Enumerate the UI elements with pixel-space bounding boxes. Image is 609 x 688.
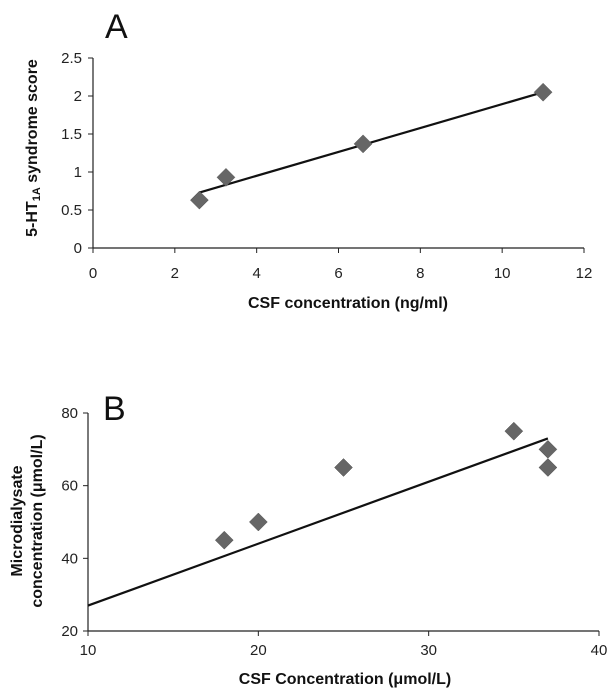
panel-b-data-point [538, 439, 558, 459]
panel-b-data-point [504, 421, 524, 441]
panel-b-y-tick-label: 40 [61, 550, 78, 567]
panel-b-y-axis-label-line-1: Microdialysate [9, 465, 26, 576]
panel-a-y-axis-label: 5-HT1A syndrome score [24, 59, 43, 237]
panel-b-data-point [334, 458, 353, 477]
panel-a-y-tick-label: 2 [74, 88, 82, 105]
panel-a-data-point [353, 134, 373, 154]
panel-a-y-tick-label: 1.5 [61, 126, 82, 143]
panel-b-data-point [248, 512, 268, 532]
panel-b-x-tick-label: 20 [250, 642, 267, 659]
panel-a-x-tick-label: 8 [416, 265, 424, 282]
panel-a-y-axis-label-prefix: 5-HT [24, 201, 41, 237]
panel-a-plot: 0 0.5 1 1.5 2 2.5 0 2 4 6 8 10 12 [61, 50, 592, 282]
panel-b-x-axis-label: CSF Concentration (μmol/L) [239, 671, 451, 688]
panel-a-y-axis-label-subscript: 1A [31, 187, 43, 201]
panel-a-trendline [199, 91, 544, 194]
panel-a-y-axis-label-suffix: syndrome score [24, 59, 41, 187]
panel-b-y-axis-label-line-2: concentration (μmol/L) [29, 434, 46, 607]
panel-b-y-tick-label: 20 [61, 623, 78, 640]
panel-a-letter: A [105, 8, 128, 46]
panel-a-y-tick-label: 0.5 [61, 202, 82, 219]
panel-b-x-tick-label: 40 [591, 642, 608, 659]
panel-a-data-point [533, 82, 553, 102]
panel-b: B Microdialysate concentration (μmol/L) … [9, 390, 607, 688]
panel-a-data-point [190, 190, 209, 210]
panel-a-data-point [216, 167, 236, 187]
panel-a-x-axis-label: CSF concentration (ng/ml) [248, 295, 448, 312]
panel-a-x-tick-label: 0 [89, 265, 97, 282]
panel-a-x-tick-label: 4 [252, 265, 260, 282]
panel-a: A 5-HT1A syndrome score CSF concentratio… [24, 8, 592, 312]
panel-b-x-tick-label: 30 [420, 642, 437, 659]
panel-b-data-point [538, 458, 558, 477]
panel-b-y-tick-label: 80 [61, 405, 78, 422]
panel-a-y-tick-label: 1 [74, 164, 82, 181]
panel-a-x-tick-label: 6 [334, 265, 342, 282]
panel-a-x-tick-label: 10 [494, 265, 511, 282]
panel-a-x-tick-label: 2 [171, 265, 179, 282]
panel-b-data-point [214, 530, 234, 550]
panel-b-trendline [87, 437, 549, 607]
panel-a-y-tick-label: 0 [74, 240, 82, 257]
panel-b-x-tick-label: 10 [80, 642, 97, 659]
panel-a-y-tick-label: 2.5 [61, 50, 82, 67]
panel-a-x-tick-label: 12 [576, 265, 593, 282]
panel-b-y-tick-label: 60 [61, 478, 78, 495]
panel-b-letter: B [103, 390, 126, 428]
